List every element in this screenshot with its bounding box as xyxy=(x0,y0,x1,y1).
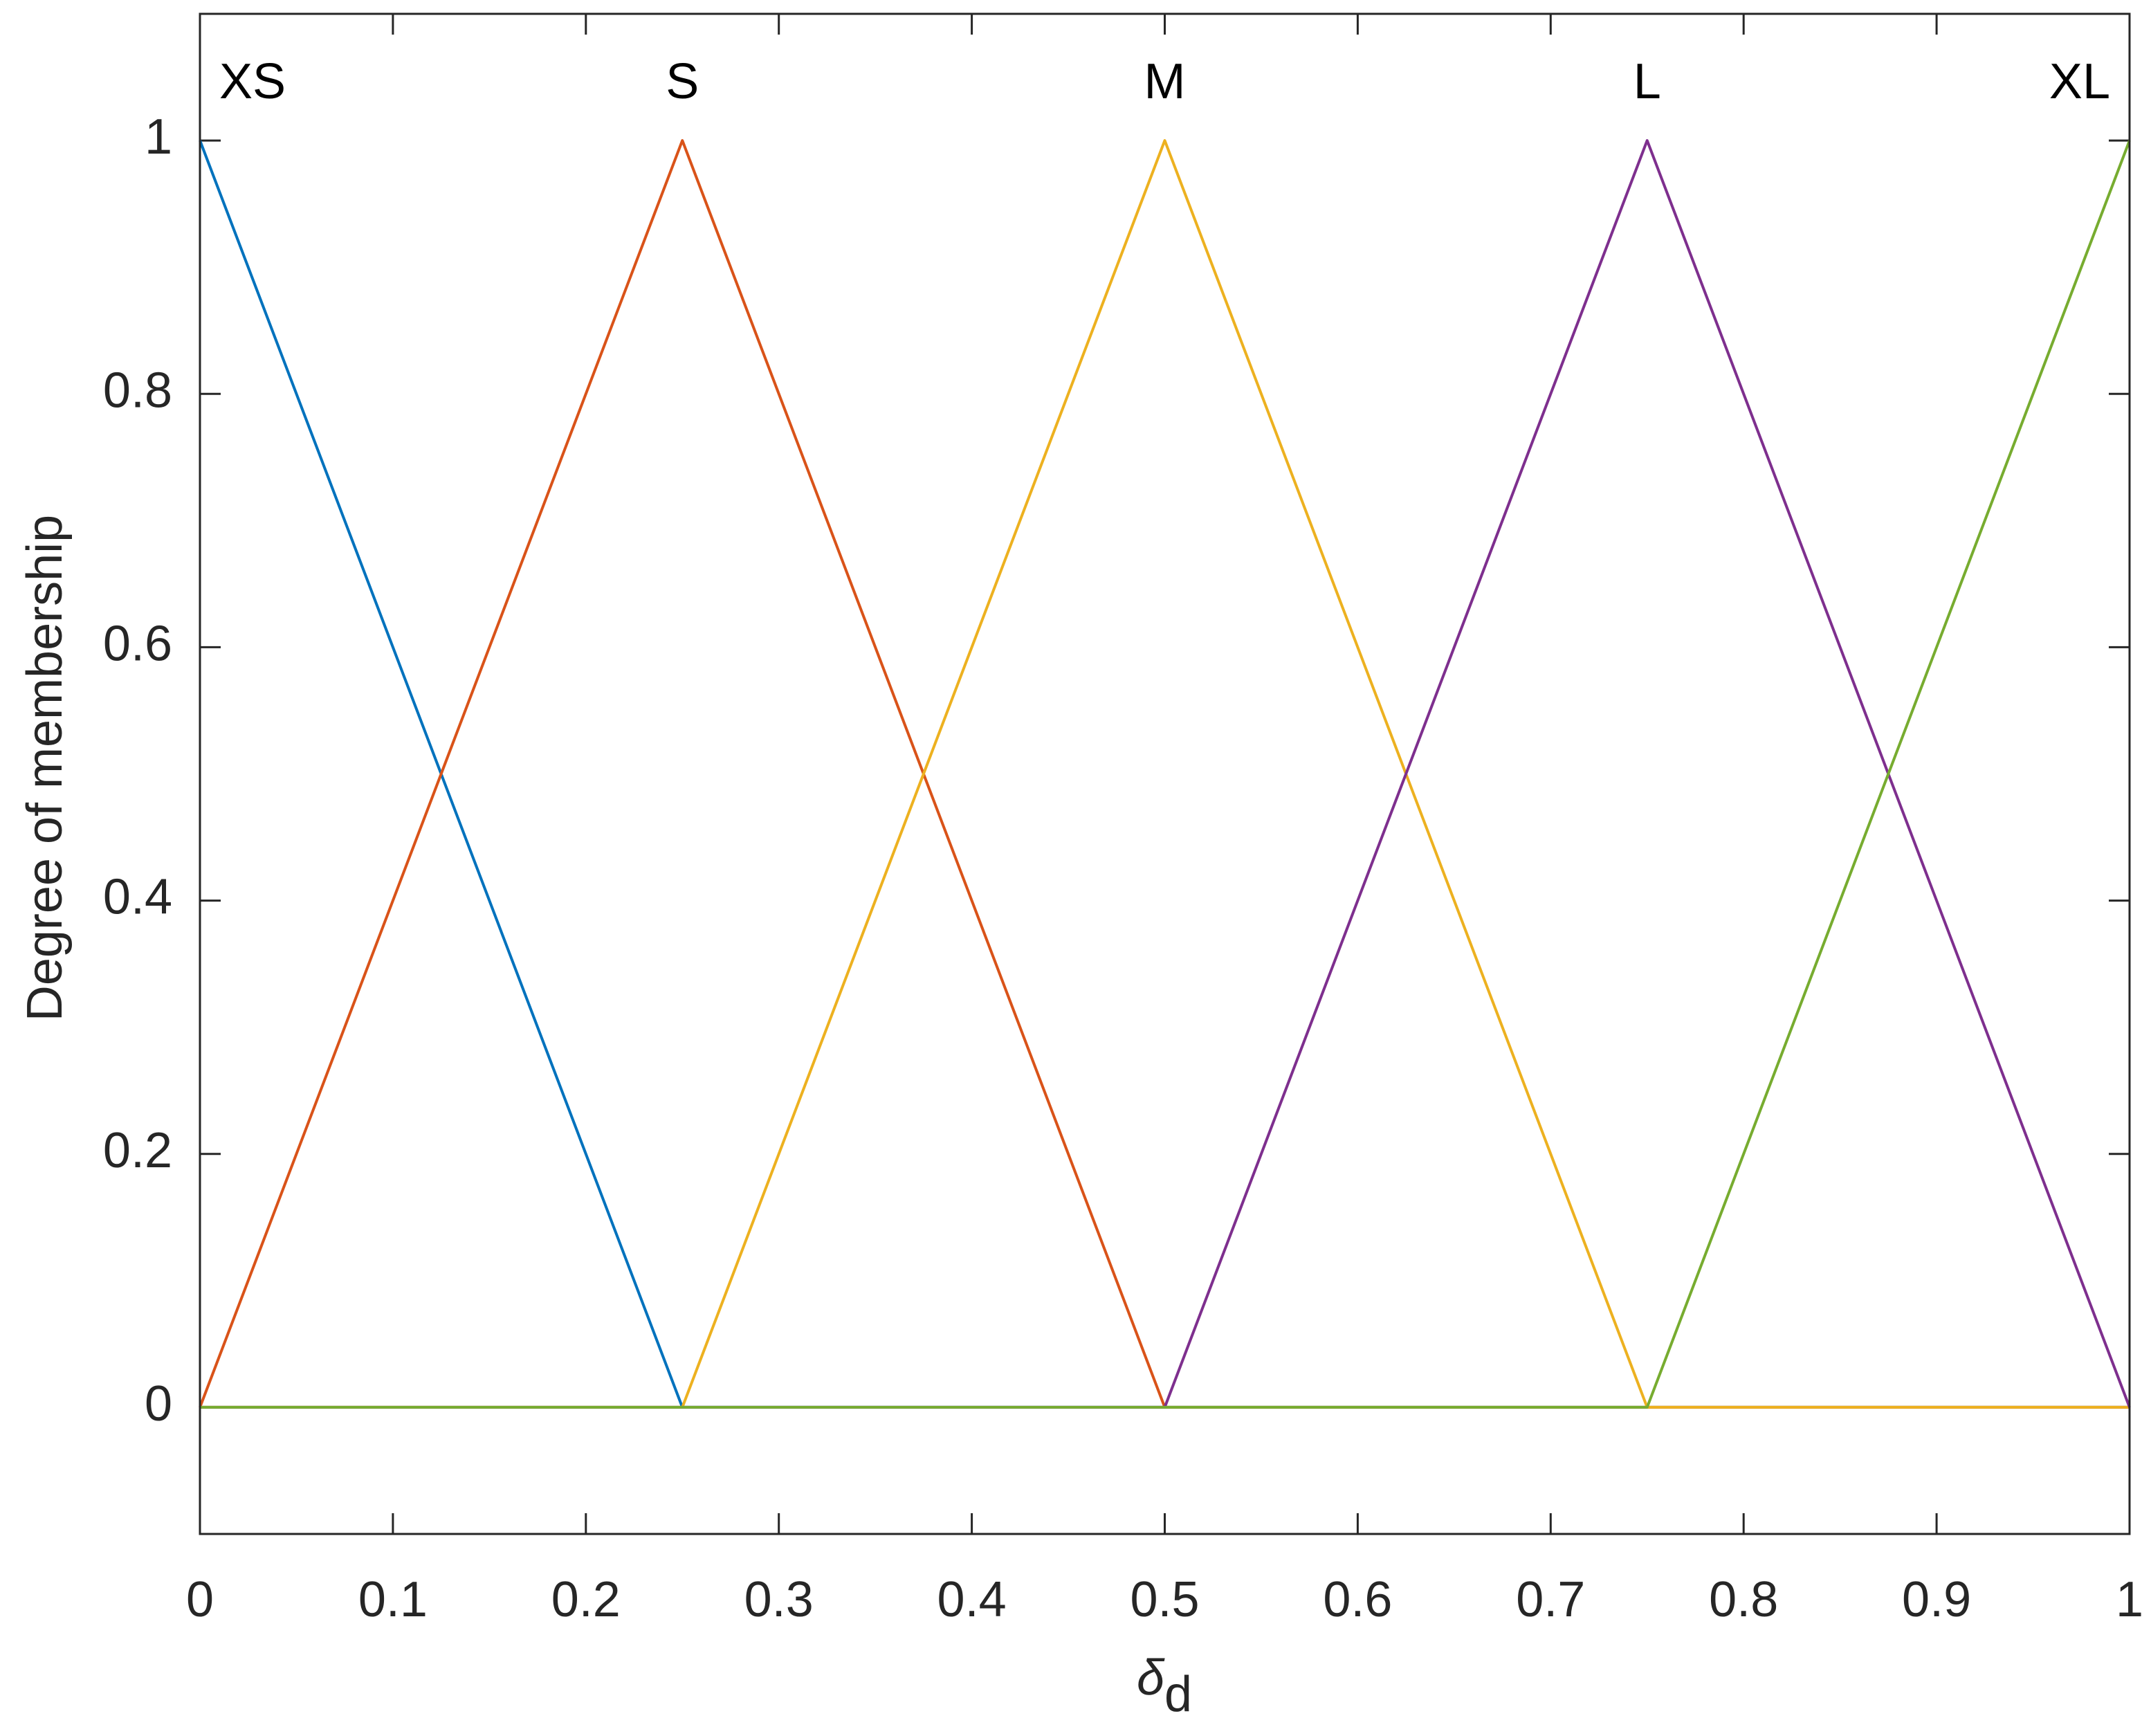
series-line xyxy=(200,139,2130,1409)
x-tick-label: 0 xyxy=(186,1572,214,1627)
y-tick-label: 0.6 xyxy=(103,616,172,671)
series-line xyxy=(199,139,2130,1409)
series-label: M xyxy=(1144,54,1186,109)
y-tick-label: 0.4 xyxy=(103,870,172,925)
series-line xyxy=(200,139,2131,1409)
x-axis-label-symbol: δ xyxy=(1137,1650,1165,1706)
y-tick-label: 0.8 xyxy=(103,363,172,418)
x-tick-label: 0.5 xyxy=(1130,1572,1199,1627)
y-tick-label: 1 xyxy=(145,109,172,165)
x-axis-label-subscript: d xyxy=(1164,1667,1192,1722)
series-label: XS xyxy=(219,54,286,109)
x-tick-label: 0.9 xyxy=(1902,1572,1971,1627)
x-tick-label: 0.1 xyxy=(358,1572,428,1627)
series-label: XL xyxy=(2049,54,2110,109)
x-tick-label: 0.6 xyxy=(1323,1572,1392,1627)
y-axis-label: Degree of membership xyxy=(17,515,73,1021)
series-label: S xyxy=(666,54,699,109)
y-tick-label: 0 xyxy=(145,1376,172,1432)
x-tick-label: 0.8 xyxy=(1709,1572,1778,1627)
series-line xyxy=(199,140,2130,1409)
x-tick-label: 1 xyxy=(2116,1572,2142,1627)
y-tick-label: 0.2 xyxy=(103,1123,172,1178)
series-label: L xyxy=(1633,54,1661,109)
x-tick-label: 0.2 xyxy=(551,1572,621,1627)
x-axis-label: δd xyxy=(1137,1650,1192,1722)
x-tick-label: 0.4 xyxy=(937,1572,1007,1627)
plot-frame xyxy=(199,12,2131,1535)
x-tick-label: 0.3 xyxy=(744,1572,814,1627)
x-tick-label: 0.7 xyxy=(1516,1572,1585,1627)
series-line xyxy=(200,140,2131,1409)
